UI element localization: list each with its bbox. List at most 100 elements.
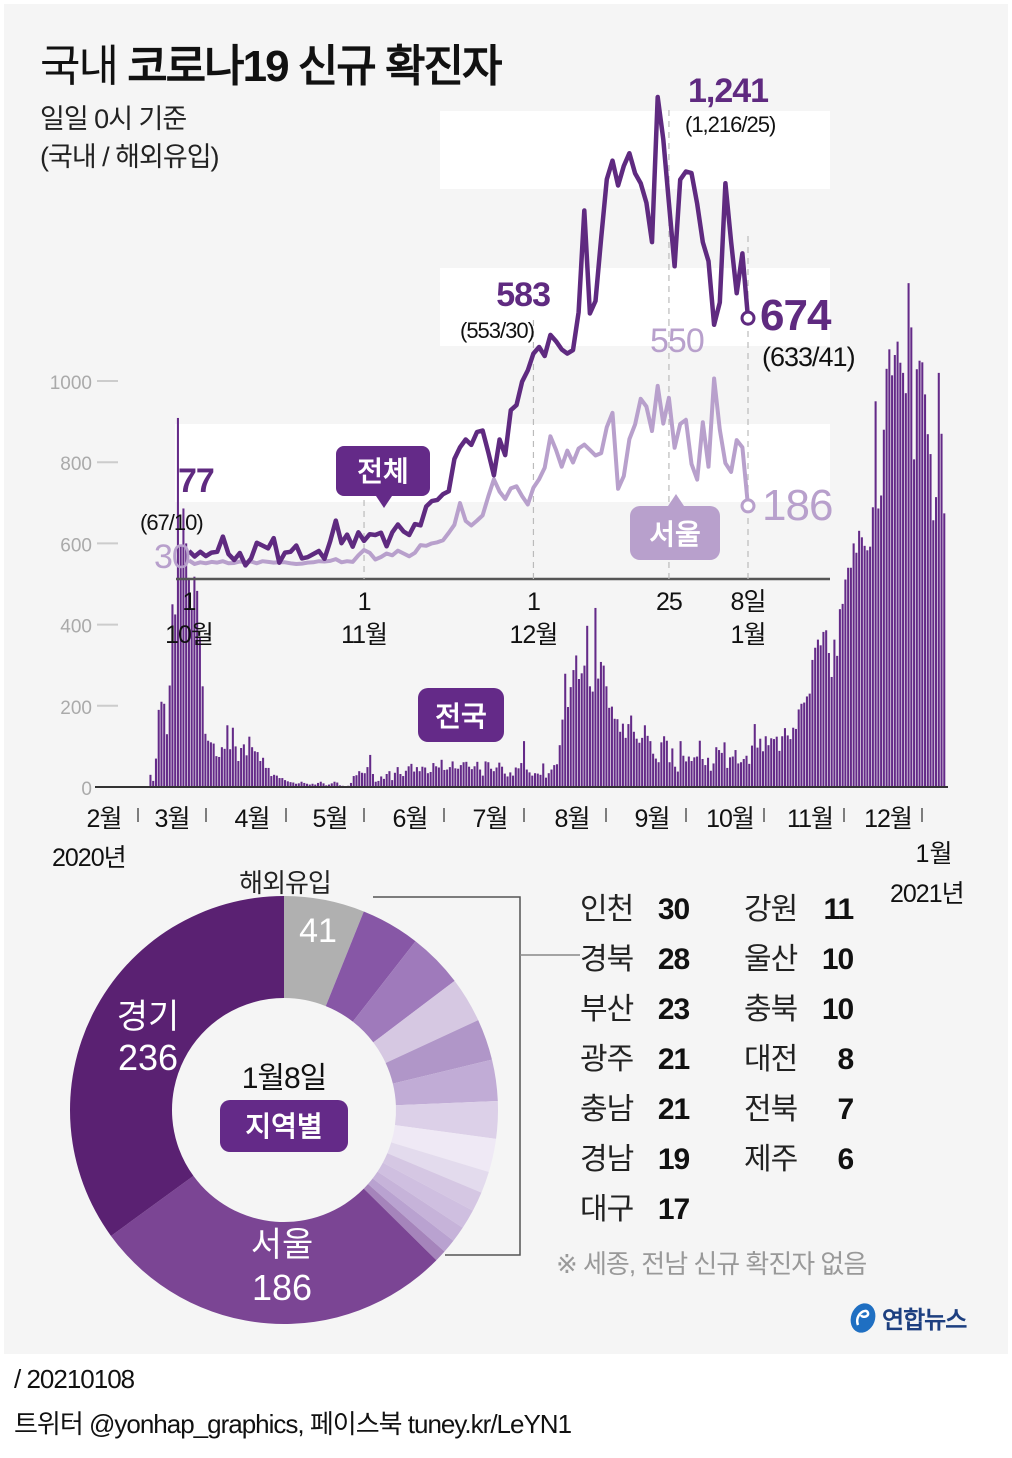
bar [742,758,745,787]
region-value: 23 [657,993,690,1026]
bar [756,747,759,787]
bar [330,783,333,787]
x-month-label: 3월 [155,805,190,833]
bar [544,777,548,787]
seoul-start-label: 30 [154,538,190,576]
region-name: 경북 [580,943,634,976]
yonhap-logo: 연합뉴스 [848,1300,967,1335]
inset-x-tick-day: 1 [527,588,540,616]
bar [833,639,836,787]
footer-social[interactable]: 트위터 @yonhap_graphics, 페이스북 tuney.kr/LeYN… [14,1409,572,1439]
region-value: 7 [837,1093,855,1126]
region-row: 경북 28 [580,934,690,978]
bar [723,742,726,787]
bar [363,773,366,787]
bar [902,372,905,787]
bar [849,567,852,787]
bar [295,783,298,787]
bar [327,784,331,787]
seoul-slice-value: 186 [252,1267,312,1308]
donut-slice [110,1175,437,1324]
bar [204,733,207,787]
bar [289,782,292,787]
bar [171,604,174,787]
bar [657,762,660,787]
bar [157,709,160,787]
donut-badge-bg [220,1100,348,1152]
overseas-label: 해외유입 [239,868,331,898]
bar [396,767,399,787]
bar [251,747,254,787]
bar [649,741,652,787]
bar [896,341,899,787]
y-tick-label: 400 [60,617,92,638]
bar [207,740,210,787]
bar [242,744,245,787]
bar [193,576,196,787]
bar [707,757,710,787]
region-row: 울산 10 [744,934,854,978]
footer-date: / 20210108 [14,1364,135,1394]
regional-donut-chart: 해외유입 41 경기 236 서울 186 1월8일 지역별 [70,868,580,1324]
bar [465,761,468,787]
bar [479,769,482,787]
bar [643,725,646,787]
bar [533,773,537,787]
bar [352,776,355,787]
bar [424,767,427,787]
x-month-label: 2월 [87,805,122,833]
bar [358,771,361,787]
bar [528,772,531,787]
bar [877,508,880,787]
donut-slice [392,1059,498,1106]
bar [858,530,861,787]
donut-slice [70,896,284,1236]
region-name: 인천 [580,893,634,926]
inset-x-tick-month: 12월 [510,621,558,649]
region-name: 광주 [580,1043,634,1076]
y-axis: 0 200 400 600 800 1000 [50,373,118,800]
bar [844,579,847,787]
bar [665,740,668,787]
bar [523,741,526,787]
total-end-marker [740,310,756,326]
bar [627,724,630,787]
bar [514,767,517,787]
bar [229,749,232,787]
bar [273,774,276,787]
bar [492,771,495,787]
total-line [187,94,751,568]
bar [314,784,317,787]
bar [399,774,402,787]
bar [899,362,902,787]
bar [517,768,520,787]
region-row: 충남 21 [580,1084,690,1128]
bar [451,761,454,787]
gyeonggi-value: 236 [118,1037,178,1078]
bar [501,766,504,787]
bar [418,771,421,787]
bar [468,766,471,787]
tag-pointer [668,494,684,506]
region-value: 11 [823,893,854,926]
bar [306,783,309,787]
bar [778,750,781,787]
bar [693,757,696,787]
annotation-value: 1,241 [688,72,768,110]
y-tick-label: 600 [60,535,92,556]
bar [446,769,449,787]
bar [726,767,729,787]
bar [462,762,465,787]
bar [698,740,701,787]
donut-slice [368,1178,454,1252]
bar [231,727,234,787]
bar [745,755,748,787]
bar [391,780,394,787]
bar [679,741,682,787]
bar [940,433,943,787]
region-value: 21 [657,1043,690,1076]
x-month-label: 8월 [555,805,590,833]
bar [915,369,918,787]
bar [264,767,267,787]
bar [921,362,924,787]
